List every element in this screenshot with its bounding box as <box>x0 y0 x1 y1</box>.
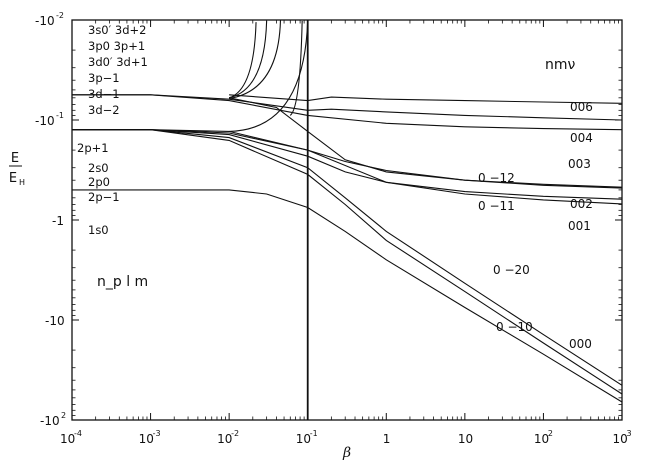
y-axis-label-denominator: E <box>9 171 17 186</box>
state-label: 2p−1 <box>88 190 120 204</box>
x-tick-label: 10 <box>458 432 473 446</box>
state-label: 3p−1 <box>88 71 120 85</box>
x-axis-label: β <box>342 445 351 460</box>
y-axis-label: EE H <box>9 151 25 187</box>
curve-003 <box>72 94 623 131</box>
x-tick-label-exponent: -3 <box>153 429 161 438</box>
curve-label: 0 −10 <box>496 320 533 334</box>
curve-2p0-0-20 <box>72 129 623 386</box>
curve-1s0-000 <box>72 189 623 403</box>
state-label: 3d−2 <box>88 103 120 117</box>
curve-label: 006 <box>570 100 593 114</box>
x-tick-label: 102 <box>534 429 553 446</box>
x-tick-label-base: 10 <box>458 432 473 446</box>
curve-2p-1-0-10 <box>72 129 623 395</box>
x-tick-label: 10-3 <box>139 429 161 446</box>
state-label: 3d−1 <box>88 87 120 101</box>
curve-label: 0 −11 <box>478 199 515 213</box>
curve-002 <box>228 97 623 188</box>
x-tick-label-base: 10 <box>139 432 154 446</box>
curve-001 <box>72 129 623 205</box>
x-tick-label-base: 10 <box>613 432 628 446</box>
x-tick-label: 10-1 <box>296 429 318 446</box>
state-labels: 3s0′ 3d+2 3p0 3p+1 3d0′ 3d+1 3p−1 3d−1 3d−2 2p… <box>77 23 148 237</box>
plot-frame <box>71 19 623 421</box>
state-label: 3p0 3p+1 <box>88 39 145 53</box>
curve-label: 000 <box>569 337 592 351</box>
curve-label: 001 <box>568 219 591 233</box>
curve-label: 003 <box>568 157 591 171</box>
state-label: 2p+1 <box>77 141 109 155</box>
state-label: 3s0′ 3d+2 <box>88 23 146 37</box>
y-tick-label: -10 <box>45 314 65 328</box>
state-label: 1s0 <box>88 223 109 237</box>
curve-2p-1-0-12 <box>72 129 623 189</box>
x-tick-label-base: 1 <box>383 432 391 446</box>
x-tick-label-exponent: 2 <box>548 429 553 438</box>
y-tick-label: -10 2 <box>40 411 66 428</box>
y-tick-label-base: -10 <box>35 14 55 28</box>
curve-006 <box>229 94 623 104</box>
x-tick-label-base: 10 <box>296 432 311 446</box>
y-tick-label-base: -1 <box>52 214 64 228</box>
x-tick-label-base: 10 <box>534 432 549 446</box>
y-axis-label-subscript: H <box>19 178 25 187</box>
x-tick-label-exponent: -1 <box>310 429 318 438</box>
x-tick-label-exponent: 3 <box>627 429 632 438</box>
y-tick-label-base: -10 <box>45 314 65 328</box>
diverging-branch <box>228 22 257 99</box>
curve-label: 0 −12 <box>478 171 515 185</box>
curve-2s0-0-11 <box>72 129 623 200</box>
x-tick-label-base: 10 <box>217 432 232 446</box>
x-tick-label: 10-2 <box>217 429 239 446</box>
state-label: 2p0 <box>88 175 110 189</box>
y-tick-label-exponent: -1 <box>56 111 64 120</box>
state-label: 2s0 <box>88 161 109 175</box>
x-tick-label-base: 10 <box>60 432 75 446</box>
diverging-branch <box>229 20 268 99</box>
curve-004 <box>72 94 623 121</box>
y-tick-label: -10 -2 <box>35 11 64 28</box>
y-axis-label-numerator: E <box>11 151 19 166</box>
x-tick-label: 1 <box>383 432 391 446</box>
x-tick-label: 103 <box>613 429 632 446</box>
diverging-branch <box>289 20 303 116</box>
x-tick-label-exponent: -4 <box>74 429 82 438</box>
y-tick-label: -10 -1 <box>35 111 64 128</box>
diverging-branch <box>229 20 282 100</box>
y-tick-label-base: -10 <box>40 414 60 428</box>
curve-label: 004 <box>570 131 593 145</box>
legend-nmv: nmν <box>545 57 576 73</box>
legend-npl-m: n_p l m <box>97 274 148 290</box>
y-tick-label-exponent: -2 <box>56 11 64 20</box>
curve-label: 002 <box>570 197 593 211</box>
y-tick-label-base: -10 <box>35 114 55 128</box>
curve-labels: 006 004 003 0 −12 002 0 −11 001 0 −20 0 −10 000 <box>478 100 593 351</box>
diverging-branch <box>229 19 309 132</box>
x-tick-label: 10-4 <box>60 429 82 446</box>
x-tick-label-exponent: -2 <box>231 429 239 438</box>
y-tick-label-exponent: 2 <box>61 411 66 420</box>
y-tick-label: -1 <box>52 214 64 228</box>
state-label: 3d0′ 3d+1 <box>88 55 148 69</box>
curve-label: 0 −20 <box>493 263 530 277</box>
